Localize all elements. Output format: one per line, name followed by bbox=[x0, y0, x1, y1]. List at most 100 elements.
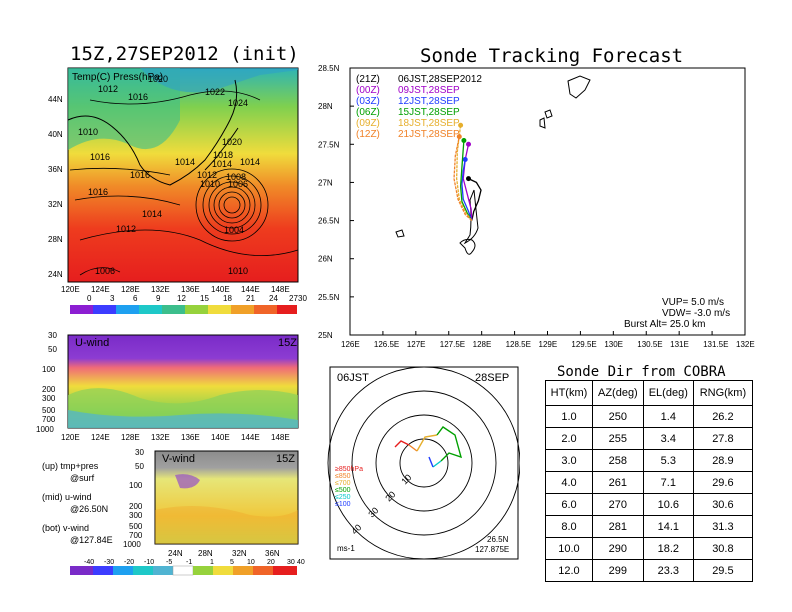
colorbar-label: 1 bbox=[210, 559, 214, 566]
table-row: 10.0 290 18.2 30.8 bbox=[545, 537, 754, 560]
table-cell: 3.4 bbox=[642, 427, 694, 450]
track-lon-label: 131.5E bbox=[703, 340, 728, 349]
legend-time: 12JST,28SEP bbox=[398, 96, 460, 107]
colorbar-label: 24 bbox=[269, 294, 278, 303]
isobar-label: 1018 bbox=[213, 150, 233, 160]
col-header: RNG(km) bbox=[692, 380, 754, 406]
table-cell: 1.4 bbox=[642, 405, 694, 428]
table-cell: 290 bbox=[591, 537, 644, 560]
isobar-label: 1012 bbox=[116, 224, 136, 234]
track-lon-label: 130.5E bbox=[637, 340, 662, 349]
legend-code: (03Z) bbox=[356, 96, 380, 107]
track-lat-label: 26N bbox=[318, 255, 333, 264]
track-lon-label: 128.5E bbox=[506, 340, 531, 349]
pres-label: 300 bbox=[42, 394, 56, 403]
table-cell: 30.8 bbox=[692, 537, 754, 560]
table-cell: 281 bbox=[591, 515, 644, 538]
isobar-label: 1008 bbox=[226, 172, 246, 182]
table-cell: 4.0 bbox=[545, 471, 593, 494]
isobar-label: 1010 bbox=[78, 127, 98, 137]
table-cell: 27.8 bbox=[692, 427, 754, 450]
track-line bbox=[455, 125, 473, 221]
lon-label: 132E bbox=[151, 285, 170, 294]
pres-label: 1000 bbox=[36, 425, 54, 434]
hodo-time: 06JST bbox=[337, 372, 369, 384]
lon-label: 144E bbox=[241, 285, 260, 294]
pres-label: 50 bbox=[48, 345, 57, 354]
colorbar-label: 0 bbox=[87, 294, 92, 303]
isobar-label: 1016 bbox=[88, 187, 108, 197]
u-lon-labels: 120E 124E 128E 132E 136E 140E 144E 148E bbox=[61, 433, 290, 442]
pres-label: 100 bbox=[129, 481, 143, 490]
burst-point bbox=[458, 122, 464, 128]
burst-point bbox=[456, 134, 462, 140]
lon-label: 124E bbox=[91, 433, 110, 442]
track-lon-label: 129.5E bbox=[571, 340, 596, 349]
sonde-table: HT(km) AZ(deg) EL(deg) RNG(km) 1.0 250 1.4… bbox=[545, 380, 754, 582]
surface-map: 1012 1016 1020 1022 1024 1010 1016 1020 … bbox=[67, 67, 299, 283]
table-cell: 29.6 bbox=[692, 471, 754, 494]
table-row: 2.0 255 3.4 27.8 bbox=[545, 427, 754, 450]
isobar-label: 1012 bbox=[98, 84, 118, 94]
colorbar-label: -10 bbox=[144, 559, 154, 566]
table-cell: 250 bbox=[591, 405, 644, 428]
v-wind-label: V-wind bbox=[162, 453, 195, 465]
colorbar-label: 30 bbox=[287, 559, 295, 566]
lon-label: 148E bbox=[271, 285, 290, 294]
hodo-level-label: ≤500 bbox=[335, 487, 351, 494]
pres-label: 200 bbox=[129, 502, 143, 511]
hodo-units: ms-1 bbox=[337, 544, 355, 553]
burst-point bbox=[461, 137, 467, 143]
table-row: 1.0 250 1.4 26.2 bbox=[545, 405, 754, 428]
table-row: 6.0 270 10.6 30.6 bbox=[545, 493, 754, 516]
burst-point bbox=[462, 157, 468, 163]
isobar-label: 1020 bbox=[148, 74, 168, 84]
legend-code: (00Z) bbox=[356, 85, 380, 96]
table-cell: 8.0 bbox=[545, 515, 593, 538]
colorbar-label: 20 bbox=[267, 559, 275, 566]
typhoon-contours bbox=[69, 90, 299, 276]
lat-label: 28N bbox=[48, 235, 63, 244]
table-cell: 2.0 bbox=[545, 427, 593, 450]
pres-label: 30 bbox=[135, 448, 144, 457]
vdw-text: VDW= -3.0 m/s bbox=[662, 308, 730, 319]
lon-label: 128E bbox=[121, 285, 140, 294]
isobar-label: 1014 bbox=[240, 157, 260, 167]
table-cell: 30.6 bbox=[692, 493, 754, 516]
tracking-frame bbox=[349, 67, 746, 336]
track-line bbox=[459, 140, 473, 221]
lat-label: 24N bbox=[48, 270, 63, 279]
pres-label: 1000 bbox=[123, 540, 141, 549]
hodo-level-label: ≥850hPa bbox=[335, 466, 363, 473]
pres-label: 300 bbox=[129, 511, 143, 520]
table-cell: 23.3 bbox=[642, 559, 694, 582]
lon-label: 144E bbox=[241, 433, 260, 442]
hodo-lon: 127.875E bbox=[475, 545, 509, 554]
table-cell: 270 bbox=[591, 493, 644, 516]
legend-code: (06Z) bbox=[356, 107, 380, 118]
colorbar-label: 18 bbox=[223, 294, 232, 303]
colorbar-label: -30 bbox=[104, 559, 114, 566]
panel-legend: (up) tmp+pres @surf (mid) u-wind @26.50N… bbox=[42, 461, 113, 545]
legend-line: @surf bbox=[70, 473, 95, 483]
u-wind-label: U-wind bbox=[75, 337, 109, 349]
table-row: 4.0 261 7.1 29.6 bbox=[545, 471, 754, 494]
lat-label: 36N bbox=[48, 165, 63, 174]
lon-label: 136E bbox=[181, 433, 200, 442]
lat-label: 28N bbox=[198, 549, 213, 558]
col-header: AZ(deg) bbox=[591, 380, 644, 406]
left-panels: 1012 1016 1020 1022 1024 1010 1016 1020 … bbox=[36, 67, 307, 576]
table-cell: 12.0 bbox=[545, 559, 593, 582]
track-lon-label: 129E bbox=[539, 340, 558, 349]
isobar-label: 1022 bbox=[205, 87, 225, 97]
table-body: 1.0 250 1.4 26.2 2.0 255 3.4 27.8 3.0 258 5.3 28.9 4… bbox=[545, 405, 754, 582]
pres-label: 200 bbox=[42, 385, 56, 394]
table-cell: 28.9 bbox=[692, 449, 754, 472]
lon-label: 120E bbox=[61, 285, 80, 294]
legend-line: (mid) u-wind bbox=[42, 492, 92, 502]
map-field-label: Temp(C) Press(hPa) bbox=[72, 72, 163, 83]
legend-time: 18JST,28SEP bbox=[398, 118, 460, 129]
table-title: Sonde Dir from COBRA bbox=[557, 364, 726, 380]
pres-label: 50 bbox=[135, 462, 144, 471]
